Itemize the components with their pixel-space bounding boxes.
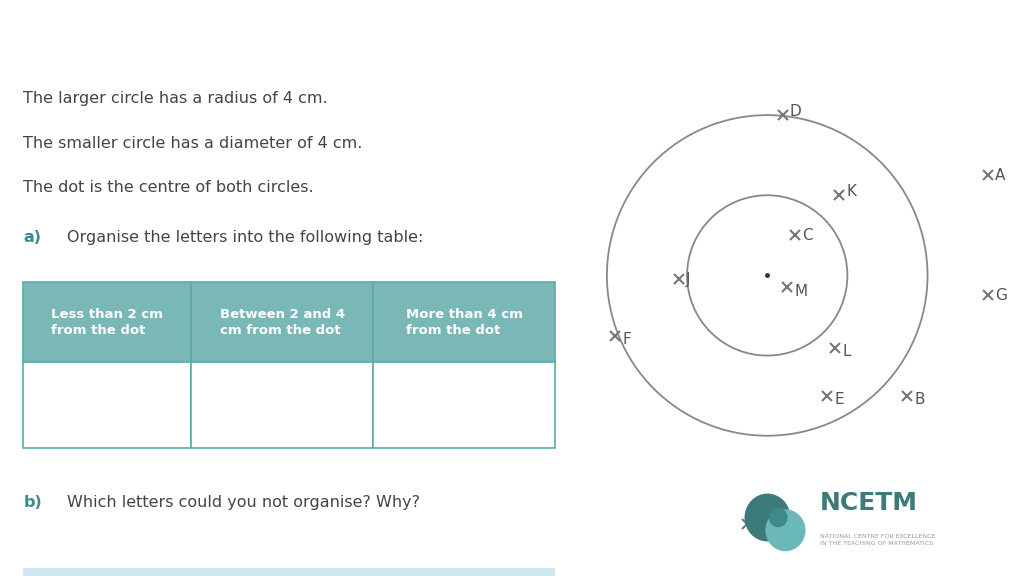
Text: L: L <box>843 344 851 359</box>
Text: C: C <box>803 228 813 243</box>
Text: A: A <box>995 168 1006 183</box>
Text: The dot is the centre of both circles.: The dot is the centre of both circles. <box>24 180 313 195</box>
Text: Which letters could you not organise? Why?: Which letters could you not organise? Wh… <box>67 495 420 510</box>
Text: F: F <box>623 332 631 347</box>
Text: Less than 2 cm
from the dot: Less than 2 cm from the dot <box>51 308 163 336</box>
Text: B: B <box>914 392 926 407</box>
FancyBboxPatch shape <box>374 362 555 448</box>
Text: The larger circle has a radius of 4 cm.: The larger circle has a radius of 4 cm. <box>24 92 328 107</box>
Text: a): a) <box>24 229 41 245</box>
Text: G: G <box>995 288 1007 303</box>
Text: The smaller circle has a diameter of 4 cm.: The smaller circle has a diameter of 4 c… <box>24 136 362 151</box>
Text: b): b) <box>24 495 42 510</box>
FancyBboxPatch shape <box>24 362 191 448</box>
FancyBboxPatch shape <box>24 568 555 576</box>
Text: NCETM: NCETM <box>819 491 918 514</box>
FancyBboxPatch shape <box>374 282 555 362</box>
Circle shape <box>769 508 787 527</box>
Text: H: H <box>755 520 766 536</box>
Text: E: E <box>835 392 844 407</box>
Text: More than 4 cm
from the dot: More than 4 cm from the dot <box>406 308 523 336</box>
Text: Activity D: Sorting distance: Activity D: Sorting distance <box>13 17 358 37</box>
Text: Organise the letters into the following table:: Organise the letters into the following … <box>67 229 423 245</box>
Text: Between 2 and 4
cm from the dot: Between 2 and 4 cm from the dot <box>220 308 345 336</box>
FancyBboxPatch shape <box>191 282 374 362</box>
Circle shape <box>744 494 791 541</box>
FancyBboxPatch shape <box>24 282 191 362</box>
Circle shape <box>765 509 806 551</box>
Text: D: D <box>790 104 801 119</box>
Text: NATIONAL CENTRE FOR EXCELLENCE
IN THE TEACHING OF MATHEMATICS: NATIONAL CENTRE FOR EXCELLENCE IN THE TE… <box>819 534 935 546</box>
Text: M: M <box>795 284 808 299</box>
FancyBboxPatch shape <box>191 362 374 448</box>
Text: J: J <box>686 272 691 287</box>
Text: K: K <box>847 184 856 199</box>
